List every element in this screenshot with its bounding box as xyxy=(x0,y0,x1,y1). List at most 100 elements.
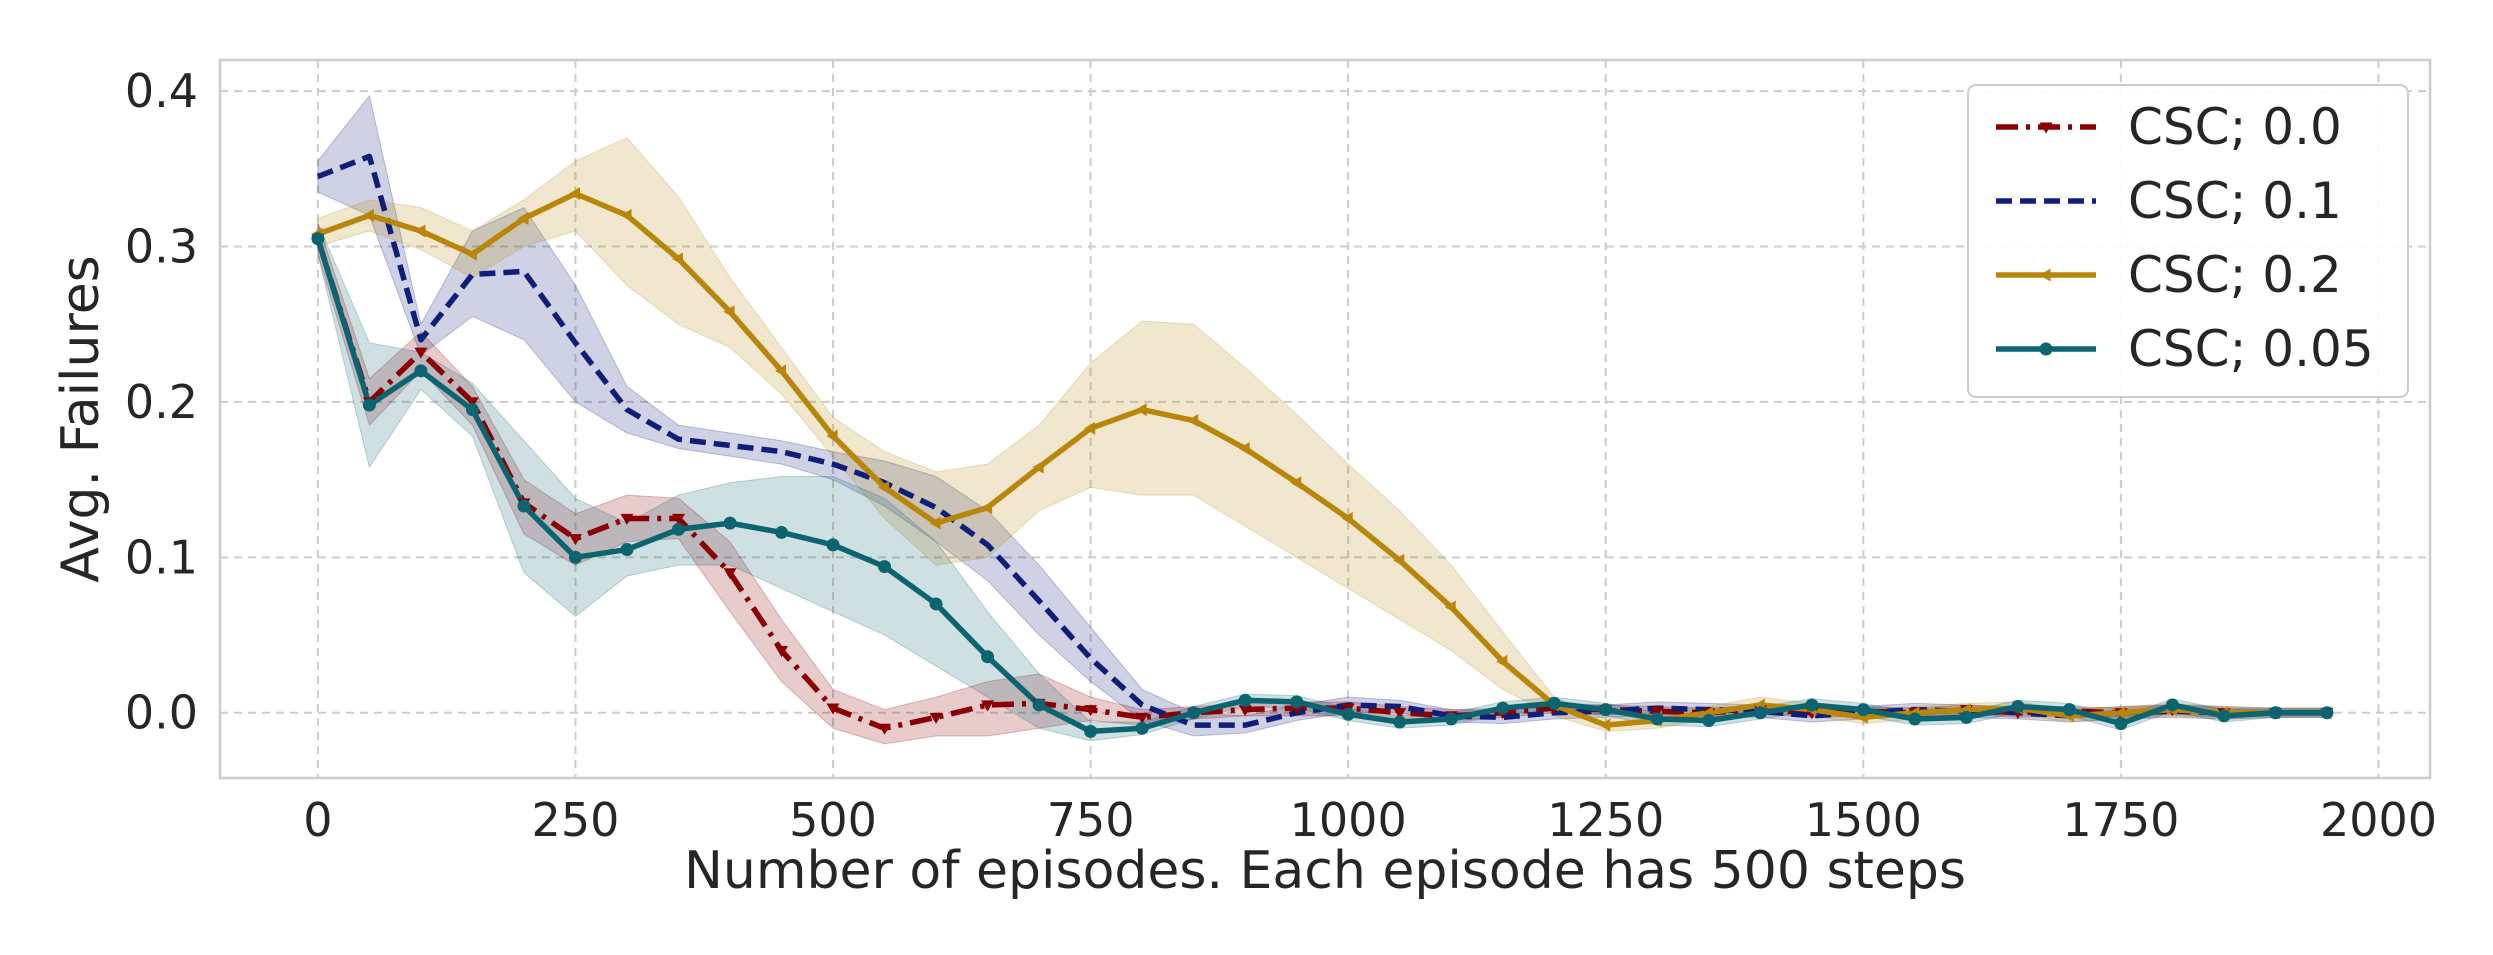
legend-marker xyxy=(2039,268,2051,282)
data-point-series-3 xyxy=(517,499,531,513)
data-point-series-2 xyxy=(1187,414,1199,428)
data-point-series-2 xyxy=(878,480,890,494)
data-point-series-0 xyxy=(1238,705,1252,717)
y-axis-ticks: 0.0 0.1 0.2 0.3 0.4 xyxy=(125,64,198,740)
data-point-series-0 xyxy=(1393,708,1407,720)
x-tick-label: 2000 xyxy=(2320,793,2437,847)
data-point-series-0 xyxy=(826,703,840,715)
data-point-series-3 xyxy=(2165,698,2179,712)
data-point-series-3 xyxy=(1753,706,1767,720)
line-series-2 xyxy=(316,190,2327,728)
data-point-series-3 xyxy=(2114,717,2128,731)
data-point-series-2 xyxy=(620,208,632,222)
data-point-series-3 xyxy=(929,597,943,611)
data-point-series-3 xyxy=(620,543,634,557)
data-point-series-2 xyxy=(1084,421,1096,435)
data-point-series-3 xyxy=(1856,703,1870,717)
legend-marker xyxy=(2039,342,2053,356)
data-point-series-3 xyxy=(1444,712,1458,726)
x-tick-label: 500 xyxy=(789,793,877,847)
series-lines xyxy=(315,153,2327,735)
data-point-series-2 xyxy=(671,252,684,266)
data-point-series-3 xyxy=(1805,698,1819,712)
x-axis-label: Number of episodes. Each episode has 500… xyxy=(684,841,1966,901)
x-tick-label: 1750 xyxy=(2062,793,2179,847)
data-point-series-3 xyxy=(1650,712,1664,726)
data-point-series-0 xyxy=(981,700,995,712)
data-point-series-0 xyxy=(1135,712,1149,724)
data-point-series-2 xyxy=(826,429,838,443)
x-tick-label: 1500 xyxy=(1805,793,1922,847)
legend-label: CSC; 0.0 xyxy=(2128,98,2342,156)
legend: CSC; 0.0 CSC; 0.1 CSC; 0.2 CSC; 0.05 xyxy=(1967,84,2409,398)
legend-box xyxy=(1967,84,2409,398)
data-point-series-3 xyxy=(671,522,685,536)
data-point-series-3 xyxy=(1187,706,1201,720)
data-point-series-3 xyxy=(1032,698,1046,712)
data-point-series-0 xyxy=(929,712,943,724)
data-point-series-2 xyxy=(1135,403,1147,417)
x-tick-label: 0 xyxy=(303,793,332,847)
data-point-series-3 xyxy=(1393,715,1407,729)
x-tick-label: 750 xyxy=(1047,793,1135,847)
data-point-series-0 xyxy=(775,646,789,658)
data-point-series-2 xyxy=(1444,600,1456,614)
data-point-series-2 xyxy=(929,516,941,530)
data-point-series-3 xyxy=(878,560,892,574)
data-point-series-3 xyxy=(1547,696,1561,710)
x-tick-label: 1000 xyxy=(1290,793,1407,847)
data-point-series-3 xyxy=(1702,713,1716,727)
data-point-series-3 xyxy=(775,525,789,539)
data-point-series-2 xyxy=(1290,476,1302,490)
data-point-series-3 xyxy=(2268,706,2282,720)
data-point-series-0 xyxy=(878,723,892,735)
x-tick-label: 250 xyxy=(532,793,620,847)
x-axis-ticks: 0 250 500 750 1000 1250 1500 1750 2000 xyxy=(303,793,2437,847)
data-point-series-0 xyxy=(568,534,582,546)
data-point-series-3 xyxy=(465,403,479,417)
data-point-series-3 xyxy=(2062,703,2076,717)
data-point-series-3 xyxy=(1084,724,1098,738)
legend-label: CSC; 0.1 xyxy=(2128,172,2342,230)
data-point-series-2 xyxy=(1496,654,1508,668)
x-tick-label: 1250 xyxy=(1547,793,1664,847)
line-series-3 xyxy=(315,237,2327,735)
data-point-series-3 xyxy=(311,232,325,246)
data-point-series-2 xyxy=(1393,553,1405,567)
data-point-series-0 xyxy=(1650,706,1664,718)
data-point-series-2 xyxy=(723,305,735,319)
data-point-series-0 xyxy=(671,513,685,525)
data-point-series-3 xyxy=(2011,700,2025,714)
data-point-series-2 xyxy=(465,247,477,261)
data-point-series-2 xyxy=(568,187,581,201)
data-point-series-2 xyxy=(362,208,374,222)
data-point-series-2 xyxy=(2114,706,2126,720)
data-point-series-0 xyxy=(723,568,737,580)
y-axis-label: Avg. Failures xyxy=(51,255,111,583)
data-point-series-0 xyxy=(414,347,428,359)
legend-marker xyxy=(2039,122,2053,134)
data-point-series-3 xyxy=(1135,721,1149,735)
y-tick-label: 0.0 xyxy=(125,686,198,740)
data-point-series-2 xyxy=(517,212,529,226)
data-point-series-3 xyxy=(414,364,428,378)
data-point-series-0 xyxy=(465,397,479,409)
data-point-series-2 xyxy=(1341,511,1353,525)
data-point-series-3 xyxy=(981,650,995,664)
legend-label: CSC; 0.2 xyxy=(2128,246,2342,304)
data-point-series-3 xyxy=(568,550,582,564)
data-point-series-3 xyxy=(1959,710,1973,724)
data-point-series-3 xyxy=(1290,695,1304,709)
data-point-series-2 xyxy=(1238,442,1250,456)
data-point-series-3 xyxy=(826,538,840,552)
data-point-series-3 xyxy=(1238,693,1252,707)
data-point-series-3 xyxy=(1599,703,1613,717)
y-tick-label: 0.4 xyxy=(125,64,198,118)
series-markers xyxy=(311,187,2334,738)
data-point-series-0 xyxy=(1084,705,1098,717)
y-tick-label: 0.1 xyxy=(125,530,198,584)
data-point-series-2 xyxy=(775,364,787,378)
data-point-series-2 xyxy=(1599,718,1611,732)
data-point-series-2 xyxy=(1032,460,1044,474)
